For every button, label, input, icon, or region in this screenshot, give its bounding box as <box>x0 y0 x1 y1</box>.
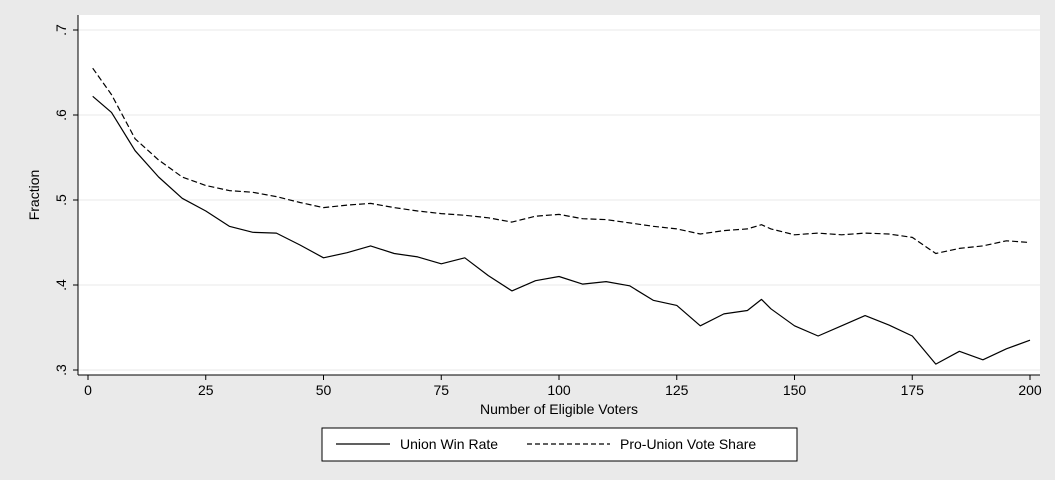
x-tick-label: 200 <box>1018 382 1042 398</box>
y-tick-label: .7 <box>53 24 69 36</box>
x-axis-label: Number of Eligible Voters <box>480 401 638 417</box>
legend-label-pro-union-vote-share: Pro-Union Vote Share <box>620 436 756 452</box>
x-tick-label: 100 <box>547 382 571 398</box>
axes: .3 .4 .5 .6 .7 0 25 50 75 100 125 150 175 200 <box>53 15 1042 398</box>
x-tick-label: 25 <box>198 382 214 398</box>
plot-area <box>78 15 1040 375</box>
x-tick-label: 50 <box>316 382 332 398</box>
y-tick-label: .4 <box>53 279 69 291</box>
data-series <box>92 67 1031 365</box>
legend: Union Win Rate Pro-Union Vote Share <box>321 427 798 462</box>
y-tick-label: .6 <box>53 109 69 121</box>
y-tick-label: .3 <box>53 364 69 376</box>
x-tick-label: 175 <box>901 382 925 398</box>
gridlines <box>78 29 1040 371</box>
x-tick-label: 125 <box>665 382 689 398</box>
x-tick-label: 75 <box>433 382 449 398</box>
series-line-pro-union-vote-share <box>92 67 1031 255</box>
y-axis-label: Fraction <box>26 170 42 221</box>
legend-label-union-win-rate: Union Win Rate <box>400 436 498 452</box>
x-tick-label: 150 <box>783 382 807 398</box>
series-line-union-win-rate <box>92 95 1031 365</box>
y-tick-label: .5 <box>53 194 69 206</box>
x-tick-label: 0 <box>84 382 92 398</box>
